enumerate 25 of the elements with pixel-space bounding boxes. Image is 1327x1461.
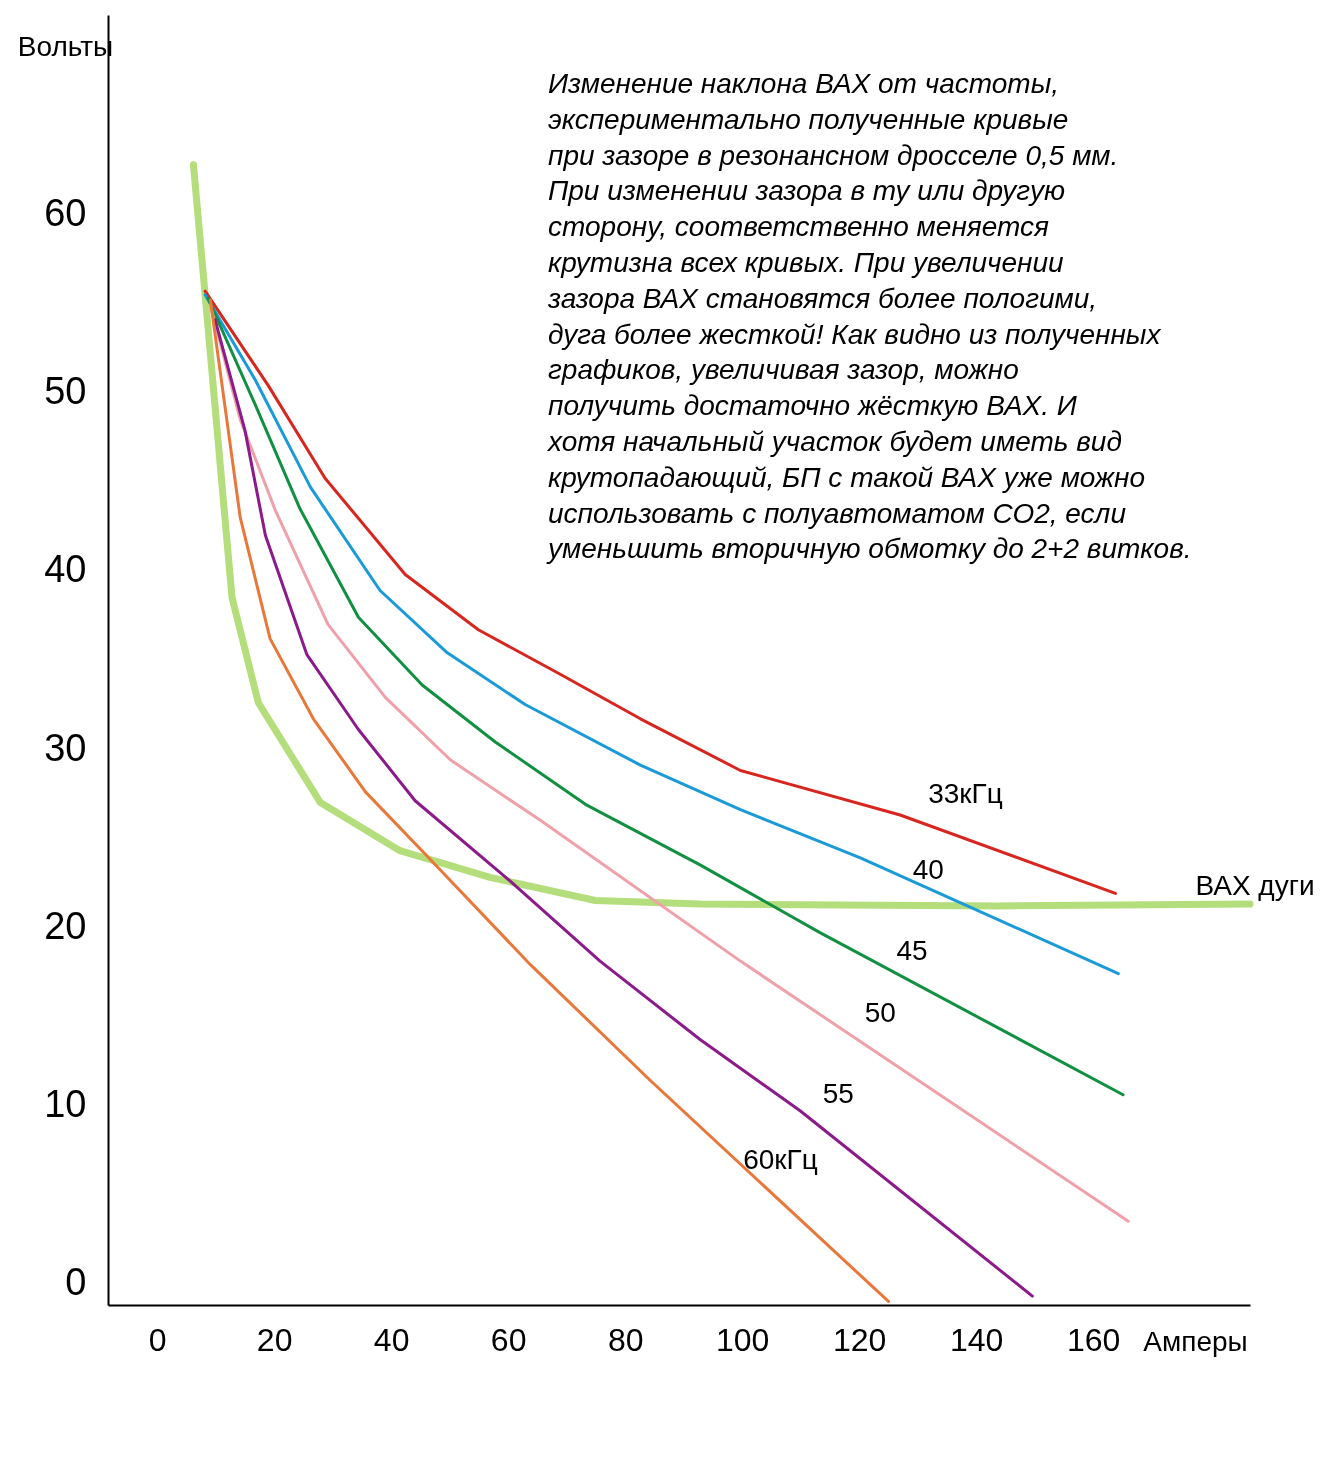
y-tick-label: 60 (44, 192, 87, 235)
y-tick-label: 30 (44, 726, 87, 769)
x-axis-title: Амперы (1143, 1325, 1248, 1357)
series-label: 33кГц (928, 778, 1003, 810)
y-tick-label: 0 (65, 1261, 87, 1304)
y-tick-label: 20 (44, 904, 87, 947)
x-tick-label: 20 (256, 1321, 293, 1358)
series-label: 45 (896, 934, 928, 966)
y-tick-label: 50 (44, 370, 87, 413)
x-tick-label: 40 (373, 1321, 410, 1358)
series-label: 55 (822, 1078, 854, 1110)
y-tick-label: 10 (44, 1082, 87, 1125)
series-label: 40 (912, 853, 944, 885)
text: Изменение наклона ВАХ от частоты, экспериментально полученные кривые при зазоре в резонансном дросселе 0,5 мм. При изменении зазора в ту или другую сторону, соответственно меняется крутизна всех кривых. При увеличении зазора ВАХ становятся более пологими, дуга более жесткой! Как видно из полученных графиков, увеличивая зазор, можно получить достаточно жёсткую ВАХ. И хотя начальный участок будет иметь вид крутопадающий, БП с такой ВАХ уже можно использовать с полуавтоматом СО2, если уменьшить вторичную обмотку до 2+2 витков. (548, 68, 1192, 565)
series-label: ВАХ дуги (1195, 870, 1315, 902)
series-label: 60кГц (743, 1144, 818, 1176)
x-tick-label: 160 (1067, 1321, 1121, 1358)
x-tick-label: 120 (833, 1321, 887, 1358)
x-tick-label: 0 (148, 1321, 167, 1358)
x-tick-label: 60 (490, 1321, 527, 1358)
y-tick-label: 40 (44, 548, 87, 591)
x-tick-label: 80 (607, 1321, 644, 1358)
series-label: 50 (864, 997, 896, 1029)
x-tick-label: 140 (950, 1321, 1004, 1358)
x-tick-label: 100 (715, 1321, 770, 1358)
